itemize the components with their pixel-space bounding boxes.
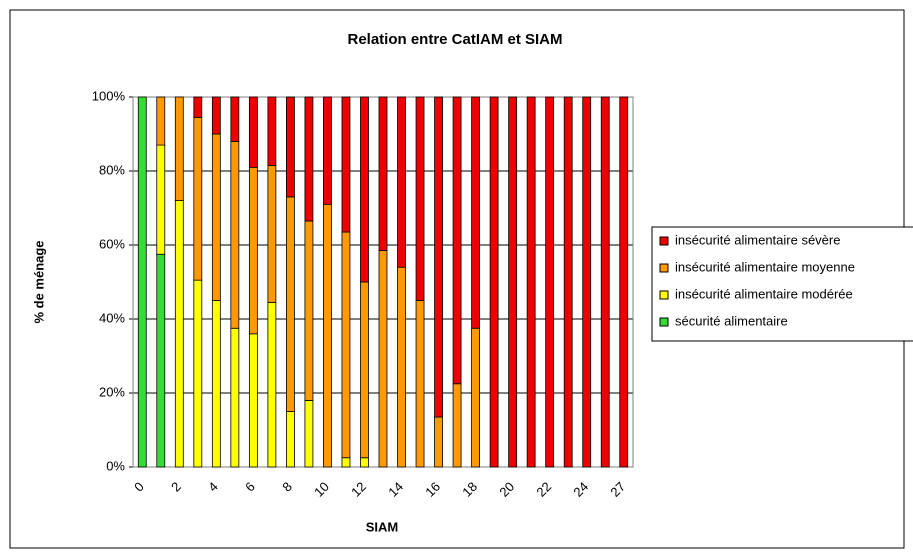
bar-segment xyxy=(471,96,480,329)
bar-segment xyxy=(508,96,518,468)
bar-segment xyxy=(582,96,592,468)
bar-segment xyxy=(545,96,555,468)
legend-label: insécurité alimentaire moyenne xyxy=(675,259,855,274)
legend-swatch xyxy=(659,317,669,327)
bar-segment xyxy=(304,220,314,401)
bar-segment xyxy=(230,96,240,142)
bar-segment xyxy=(397,96,406,268)
bar-segment xyxy=(323,203,332,468)
bar-segment xyxy=(471,327,480,468)
bar-segment xyxy=(156,144,166,255)
bar-segment xyxy=(267,301,277,468)
bar-segment xyxy=(619,96,629,468)
bar-segment xyxy=(341,96,351,233)
bar-segment xyxy=(174,200,184,468)
bar-segment xyxy=(397,266,406,468)
bar-segment xyxy=(286,196,295,412)
bar-segment xyxy=(267,165,277,303)
y-tick-label: 60% xyxy=(99,236,125,251)
bar-segment xyxy=(452,383,462,468)
bar-segment xyxy=(304,399,314,468)
bar-segment xyxy=(248,166,258,335)
x-axis-title: SIAM xyxy=(366,519,399,534)
bar-segment xyxy=(211,96,221,135)
bar-segment xyxy=(248,96,258,168)
bar-segment xyxy=(230,140,240,329)
bar-segment xyxy=(267,96,277,166)
y-tick-label: 80% xyxy=(99,162,125,177)
bar-segment xyxy=(156,253,166,468)
bar-segment xyxy=(452,96,462,385)
bar-segment xyxy=(341,231,351,459)
bar-segment xyxy=(193,96,203,118)
bar-segment xyxy=(230,327,240,468)
legend-box xyxy=(651,226,913,342)
bar-segment xyxy=(360,457,369,468)
bar-segment xyxy=(211,133,221,301)
bar-segment xyxy=(434,96,443,418)
bar-segment xyxy=(415,96,425,301)
bar-segment xyxy=(378,250,388,468)
bar-segment xyxy=(341,457,351,468)
bar-segment xyxy=(211,300,221,468)
bar-segment xyxy=(360,281,369,459)
legend-label: insécurité alimentaire modérée xyxy=(675,286,853,301)
bar-segment xyxy=(563,96,573,468)
bar-segment xyxy=(304,96,314,222)
bar-segment xyxy=(248,333,258,468)
bar-segment xyxy=(193,279,203,468)
bar-segment xyxy=(286,96,295,198)
legend-swatch xyxy=(659,290,669,300)
bar-segment xyxy=(360,96,369,283)
bar-segment xyxy=(434,416,443,468)
bar-segment xyxy=(286,411,295,468)
legend-swatch xyxy=(659,236,669,246)
bar-segment xyxy=(415,300,425,468)
bar-segment xyxy=(156,96,166,146)
bar-segment xyxy=(193,116,203,281)
legend-label: insécurité alimentaire sévère xyxy=(675,232,840,247)
bar-segment xyxy=(174,96,184,201)
bar-segment xyxy=(323,96,332,205)
bar-segment xyxy=(526,96,536,468)
chart-title: Relation entre CatIAM et SIAM xyxy=(347,31,562,48)
y-tick-label: 40% xyxy=(99,310,125,325)
bar-segment xyxy=(489,96,499,468)
bar-segment xyxy=(378,96,388,251)
bar-segment xyxy=(137,96,147,468)
y-tick-label: 100% xyxy=(92,88,126,103)
legend-swatch xyxy=(659,263,669,273)
legend-label: sécurité alimentaire xyxy=(675,313,788,328)
y-tick-label: 20% xyxy=(99,384,125,399)
y-tick-label: 0% xyxy=(106,458,125,473)
bar-segment xyxy=(600,96,610,468)
y-axis-title: % de ménage xyxy=(31,240,46,323)
